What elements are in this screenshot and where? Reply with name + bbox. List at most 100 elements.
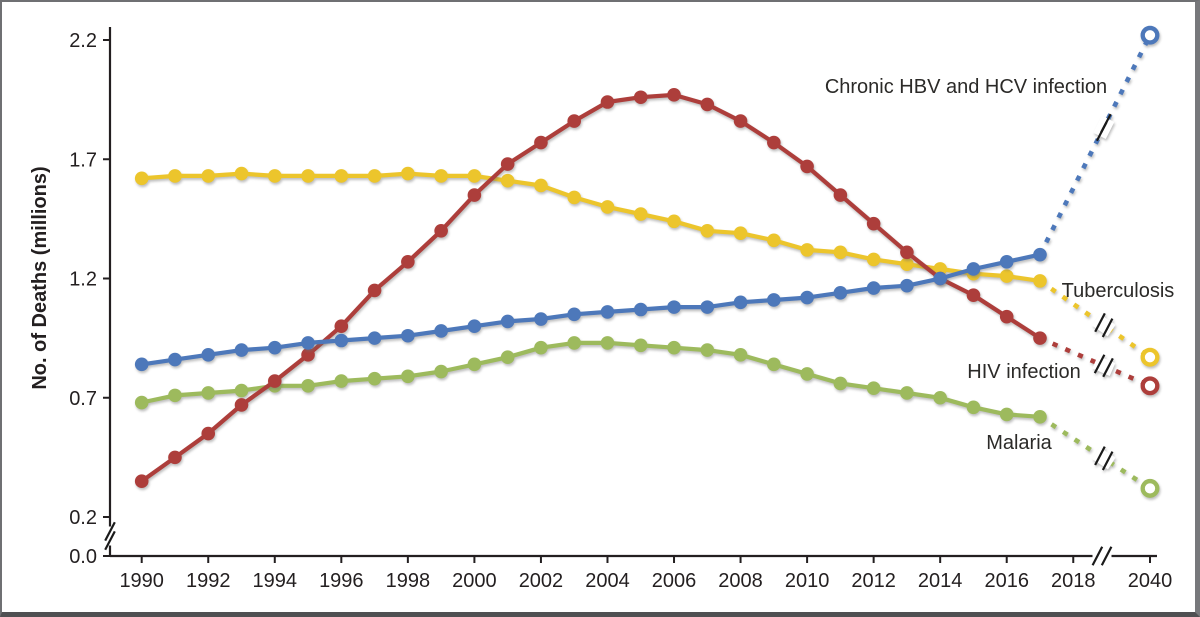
data-point-marker — [900, 257, 914, 271]
data-point-marker — [434, 324, 448, 338]
y-tick-label: 0.2 — [69, 507, 97, 529]
x-tick-label: 2018 — [1051, 570, 1096, 592]
data-point-marker — [467, 319, 482, 334]
data-point-marker — [434, 364, 448, 379]
data-point-marker — [800, 159, 814, 174]
series-line — [141, 340, 1041, 419]
projection-line — [1038, 278, 1152, 360]
series-line — [140, 92, 1042, 483]
data-point-marker — [700, 224, 715, 238]
data-point-marker — [1033, 331, 1047, 345]
break-icon — [1092, 446, 1116, 471]
y-axis-title: No. of Deaths (millions) — [29, 166, 51, 389]
data-point-marker — [301, 348, 315, 362]
data-point-marker — [234, 166, 249, 181]
data-point-marker — [500, 157, 515, 171]
series-label-malaria: Malaria — [986, 432, 1052, 454]
data-point-marker — [933, 262, 947, 276]
data-point-marker — [401, 255, 415, 269]
data-point-marker — [999, 309, 1014, 324]
data-point-marker — [301, 379, 315, 393]
y-tick-label: 1.7 — [69, 149, 97, 171]
x-tick-label: 1994 — [253, 570, 298, 592]
data-point-marker — [367, 283, 382, 298]
data-point-marker — [733, 114, 748, 128]
data-point-marker — [633, 90, 648, 105]
data-point-marker — [800, 367, 814, 381]
data-point-marker — [567, 336, 582, 350]
data-point-marker — [667, 88, 681, 102]
data-point-marker — [800, 290, 814, 305]
data-point-marker — [168, 388, 182, 403]
data-point-marker — [900, 245, 914, 260]
x-tick-label: 2000 — [452, 570, 497, 592]
data-point-marker — [134, 395, 149, 410]
data-point-marker — [866, 381, 881, 396]
x-tick-label: 2004 — [585, 570, 630, 592]
data-point-marker — [201, 386, 216, 400]
break-icon — [1092, 312, 1116, 338]
data-point-marker — [866, 216, 881, 231]
series-hiv-infection — [134, 88, 1160, 489]
series-label-tuberculosis: Tuberculosis — [1062, 280, 1175, 302]
series-label-hbv-hcv: Chronic HBV and HCV infection — [825, 76, 1107, 98]
data-point-marker — [667, 340, 681, 355]
break-icon — [1093, 113, 1115, 142]
projection-endpoint-marker — [1140, 478, 1160, 498]
data-point-marker — [600, 95, 615, 109]
data-point-marker — [1033, 410, 1047, 424]
data-point-marker — [900, 386, 914, 400]
data-point-marker — [401, 328, 415, 343]
series-tuberculosis — [134, 166, 1160, 367]
data-point-marker — [201, 426, 216, 441]
data-point-marker — [301, 336, 315, 350]
x-tick-label: 2014 — [918, 570, 963, 592]
data-point-marker — [201, 169, 216, 183]
data-point-marker — [833, 376, 848, 391]
data-point-marker — [467, 188, 482, 202]
projection-endpoint-marker — [1140, 25, 1160, 45]
data-point-marker — [600, 305, 615, 319]
data-point-marker — [633, 207, 648, 221]
data-point-marker — [334, 374, 349, 388]
projection-endpoint-marker — [1140, 347, 1160, 367]
data-point-marker — [767, 293, 781, 307]
data-point-marker — [500, 350, 515, 365]
data-point-marker — [467, 169, 482, 183]
series-line — [141, 171, 1041, 283]
data-point-marker — [667, 214, 681, 229]
data-point-marker — [434, 224, 448, 238]
data-point-marker — [168, 169, 182, 183]
data-point-marker — [667, 300, 681, 314]
series-chronic-hbv-and-hcv-infection — [134, 25, 1160, 372]
data-point-marker — [334, 319, 349, 334]
data-point-marker — [267, 169, 282, 183]
data-point-marker — [534, 178, 548, 193]
data-point-marker — [534, 340, 548, 355]
data-point-marker — [567, 307, 582, 322]
x-tick-label: 2010 — [785, 570, 830, 592]
y-tick-label: 0.7 — [69, 388, 97, 410]
data-point-marker — [600, 336, 615, 350]
data-point-marker — [234, 343, 249, 357]
data-point-marker — [500, 314, 515, 329]
data-point-marker — [866, 281, 881, 295]
x-tick-label: 2012 — [851, 570, 896, 592]
x-tick-label: 2002 — [519, 570, 564, 592]
data-point-marker — [567, 190, 582, 205]
data-point-marker — [301, 169, 315, 183]
data-point-marker — [700, 300, 715, 314]
data-point-marker — [467, 357, 482, 372]
data-point-marker — [401, 369, 415, 384]
data-point-marker — [733, 226, 748, 240]
x-tick-label: 1992 — [186, 570, 231, 592]
data-point-marker — [600, 200, 615, 214]
data-point-marker — [933, 390, 947, 405]
series-malaria — [134, 336, 1160, 498]
data-point-marker — [134, 171, 149, 186]
data-point-marker — [966, 400, 981, 415]
data-point-marker — [334, 169, 349, 183]
data-point-marker — [367, 331, 382, 345]
projection-line — [1037, 34, 1153, 256]
